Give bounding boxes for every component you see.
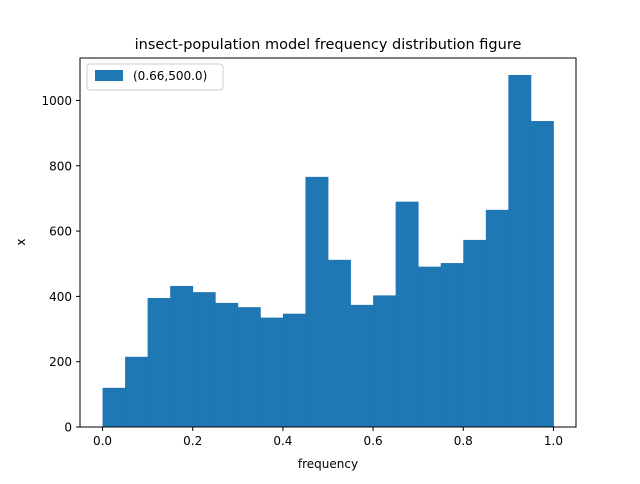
histogram-bar xyxy=(440,263,464,427)
y-tick-label: 1000 xyxy=(41,94,72,108)
histogram-bar xyxy=(102,387,126,427)
x-axis-label: frequency xyxy=(298,457,358,471)
histogram-bar xyxy=(350,304,374,427)
histogram-bar xyxy=(395,201,419,427)
plot-frame xyxy=(79,57,577,428)
histogram-bar xyxy=(282,313,306,427)
y-tick-label: 600 xyxy=(49,225,72,239)
histogram-bar xyxy=(328,259,351,427)
x-tick-label: 0.8 xyxy=(454,434,473,448)
histogram-bar xyxy=(463,239,487,427)
histogram-bar xyxy=(170,285,194,427)
histogram-bar xyxy=(192,292,216,427)
histogram-bar xyxy=(147,298,171,427)
x-tick-label: 0.6 xyxy=(364,434,383,448)
histogram-bar xyxy=(215,302,239,427)
x-ticks: 0.0 0.2 0.4 0.6 0.8 1.0 xyxy=(93,427,563,448)
chart-title: insect-population model frequency distri… xyxy=(135,37,522,53)
legend-label: (0.66,500.0) xyxy=(133,69,207,83)
y-tick-label: 0 xyxy=(64,421,72,435)
histogram-bar xyxy=(125,356,149,427)
histogram-bar xyxy=(373,295,397,427)
y-tick-label: 400 xyxy=(49,290,72,304)
histogram-bar xyxy=(485,209,509,427)
x-tick-label: 1.0 xyxy=(544,434,563,448)
y-tick-label: 800 xyxy=(49,159,72,173)
histogram-bar xyxy=(260,317,284,427)
histogram-bar xyxy=(418,266,442,427)
histogram-bar xyxy=(530,121,554,428)
legend-swatch xyxy=(95,70,123,81)
x-tick-label: 0.0 xyxy=(93,434,112,448)
y-ticks: 0 200 400 600 800 1000 xyxy=(41,94,80,435)
y-tick-label: 200 xyxy=(49,355,72,369)
x-tick-label: 0.2 xyxy=(183,434,202,448)
x-tick-label: 0.4 xyxy=(273,434,292,448)
y-axis-label: x xyxy=(14,238,28,245)
histogram-bar xyxy=(508,74,532,427)
histogram-bar xyxy=(237,307,261,427)
histogram-bar xyxy=(305,176,329,427)
bars-layer xyxy=(102,74,554,428)
legend: (0.66,500.0) xyxy=(86,63,224,91)
